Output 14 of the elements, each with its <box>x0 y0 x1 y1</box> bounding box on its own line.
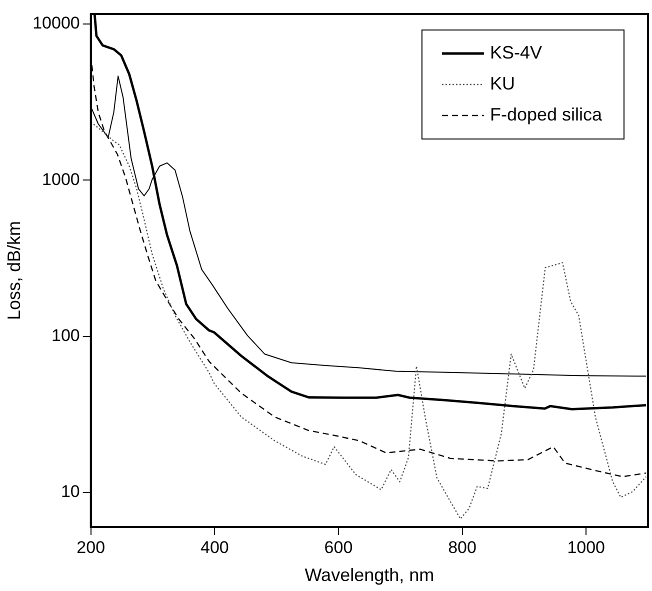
y-tick-label: 10 <box>60 482 80 502</box>
x-tick-label: 1000 <box>567 538 606 557</box>
legend-label: F-doped silica <box>490 104 603 124</box>
legend-label: KS-4V <box>490 42 542 62</box>
x-tick-label: 800 <box>448 538 476 557</box>
x-tick-label: 200 <box>76 538 106 557</box>
x-tick-label: 600 <box>324 538 353 557</box>
y-tick-label: 1000 <box>42 170 80 189</box>
y-tick-label: 10000 <box>32 14 80 33</box>
y-axis-title: Loss, dB/km <box>4 220 24 320</box>
x-axis-title: Wavelength, nm <box>304 565 434 586</box>
y-tick-label: 100 <box>52 326 80 345</box>
legend-label: KU <box>490 73 515 94</box>
x-tick-label: 400 <box>200 538 229 557</box>
